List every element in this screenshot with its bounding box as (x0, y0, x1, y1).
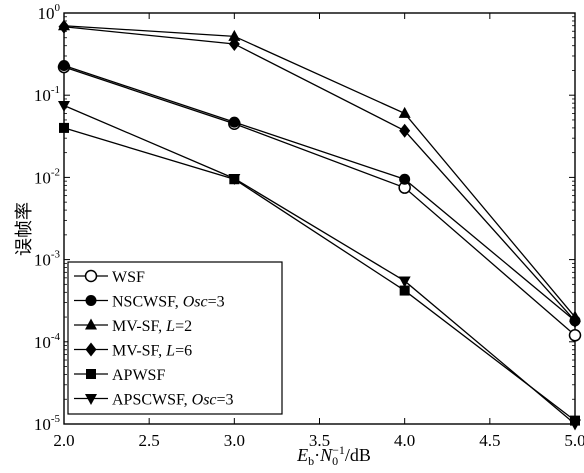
legend-label-param: L (165, 343, 175, 360)
legend-marker (85, 295, 97, 306)
y-tick-label-base: 10 (34, 333, 51, 352)
y-tick-label: 10-1 (34, 84, 60, 105)
legend-item: NSCWSF, Osc=3 (74, 294, 225, 311)
y-tick-label-exp: -3 (51, 249, 61, 261)
axis-ticks: 2.0 2.5 3.0 3.5 4.0 4.5 5.010010-110-210-310-4… (34, 2, 584, 450)
y-tick-label: 10-3 (34, 249, 61, 270)
y-tick-label-base: 10 (38, 4, 55, 23)
data-point (568, 329, 582, 342)
legend-item: APSCWSF, Osc=3 (74, 392, 234, 409)
legend-label-value: =3 (208, 294, 225, 311)
y-tick-label-base: 10 (34, 415, 51, 434)
legend-label-param: L (165, 318, 175, 335)
legend-label-value: =2 (175, 318, 192, 335)
x-axis-title-sep: · (314, 445, 320, 465)
x-tick-label: 3.5 (309, 431, 330, 450)
y-tick-label: 10-4 (34, 331, 61, 352)
y-tick-label: 10-2 (34, 166, 60, 187)
legend-label-name: APSCWSF, (112, 392, 192, 409)
data-point (228, 116, 240, 128)
y-tick-label-exp: 0 (55, 2, 61, 14)
series-line (63, 66, 576, 336)
legend-label: APWSF (112, 367, 165, 384)
legend-label-name: WSF (112, 269, 145, 286)
y-tick-label-base: 10 (34, 86, 51, 105)
y-tick-label-base: 10 (34, 168, 51, 187)
legend-label-name: NSCWSF, (112, 294, 183, 311)
data-point (59, 122, 69, 133)
x-axis-title-unit: /dB (345, 445, 371, 465)
x-tick-label: 5.0 (564, 431, 584, 450)
data-point (398, 276, 411, 288)
series-line (63, 26, 576, 322)
legend-item: MV-SF, L=6 (74, 342, 192, 360)
legend-marker (84, 269, 98, 283)
data-point (58, 59, 70, 71)
legend-label: MV-SF, L=6 (112, 343, 192, 360)
legend-item: APWSF (74, 367, 165, 384)
data-point (569, 313, 581, 328)
y-tick-label-exp: -5 (51, 413, 61, 425)
legend-marker (85, 394, 97, 405)
series-line (63, 127, 576, 422)
legend-label-name: MV-SF, (112, 343, 166, 360)
legend-label-name: APWSF (112, 367, 165, 384)
legend-label-name: MV-SF, (112, 318, 166, 335)
legend-item: MV-SF, L=2 (74, 318, 192, 335)
x-axis-title-e-sub: b (308, 454, 314, 468)
y-tick-label-exp: -1 (51, 84, 60, 96)
legend-label-param: Osc (192, 392, 217, 409)
y-tick-label-exp: -2 (51, 166, 60, 178)
legend-marker (86, 369, 96, 379)
x-tick-label: 3.0 (224, 431, 245, 450)
legend-label: APSCWSF, Osc=3 (112, 392, 234, 409)
data-point (228, 36, 240, 51)
y-tick-label: 100 (38, 2, 61, 23)
legend-label: MV-SF, L=2 (112, 318, 192, 335)
y-tick-label-base: 10 (34, 251, 51, 270)
legend-label-value: =6 (175, 343, 192, 360)
legend-item: WSF (74, 269, 145, 286)
data-point (58, 100, 70, 112)
x-axis-title-e: E (296, 445, 308, 465)
data-point (228, 29, 241, 41)
x-tick-label: 2.0 (53, 431, 74, 450)
series-line (63, 104, 576, 425)
series-line (63, 25, 576, 318)
legend-box (67, 261, 283, 415)
x-axis-title-n-sub: 0 (332, 454, 338, 468)
series-layer (57, 19, 582, 431)
legend-label: WSF (112, 269, 145, 286)
data-point (399, 285, 410, 296)
data-point (399, 123, 411, 138)
series-6 (58, 100, 581, 431)
series-line (63, 64, 576, 322)
data-point (399, 173, 411, 185)
x-tick-label: 4.5 (479, 431, 500, 450)
y-tick-label-exp: -4 (51, 331, 61, 343)
legend-marker (85, 318, 97, 330)
data-point (569, 419, 581, 431)
x-axis-title-n: N (319, 445, 333, 465)
series-4 (58, 19, 581, 328)
data-point (58, 19, 70, 34)
legend-label-param: Osc (183, 294, 208, 311)
x-tick-label: 4.0 (394, 431, 415, 450)
y-axis-title: 误帧率 (14, 202, 34, 256)
data-point (398, 106, 411, 118)
legend-marker (85, 342, 97, 357)
y-tick-label: 10-5 (34, 413, 61, 434)
x-axis-title: Eb·N0−1/dB (296, 443, 371, 468)
x-tick-label: 2.5 (139, 431, 160, 450)
x-axis-title-n-sup: −1 (332, 443, 345, 457)
data-point (228, 173, 241, 185)
legend-label-value: =3 (217, 392, 234, 409)
legend-label: NSCWSF, Osc=3 (112, 294, 225, 311)
